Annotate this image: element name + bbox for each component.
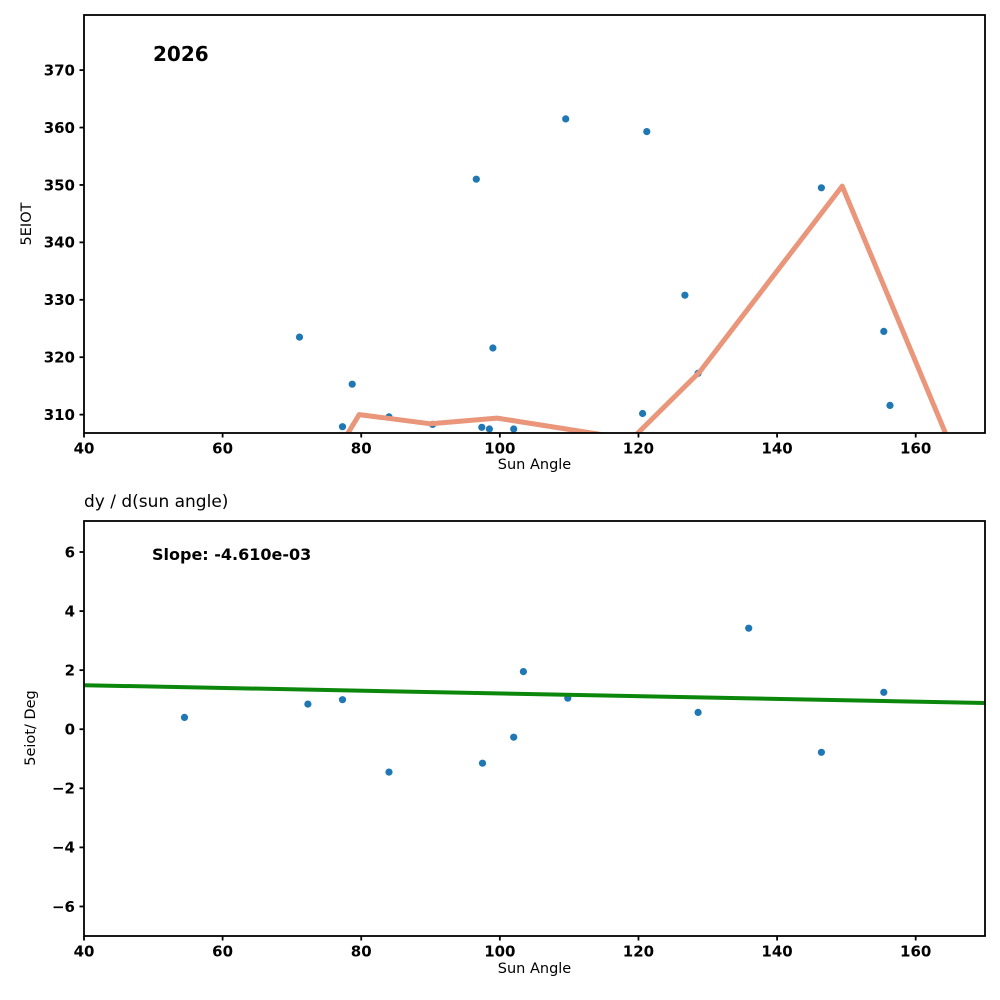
derivative-scatter-point xyxy=(694,708,702,717)
y-tick-label: 0 xyxy=(65,721,75,739)
slope-annotation: Slope: -4.610e-03 xyxy=(152,545,312,564)
y-tick-label: 350 xyxy=(44,176,75,194)
y-tick-label: −2 xyxy=(52,780,75,798)
y-tick-label: 360 xyxy=(44,119,75,137)
5eiot-scatter-point xyxy=(643,128,651,136)
y-tick-label: 320 xyxy=(44,349,75,367)
5eiot-scatter-point xyxy=(562,115,570,123)
5eiot-scatter-point xyxy=(338,423,347,431)
top-plot-xlabel: Sun Angle xyxy=(497,457,572,473)
x-tick-label: 60 xyxy=(212,440,233,458)
5eiot-scatter-point xyxy=(510,425,518,433)
derivative-scatter-point xyxy=(478,759,487,767)
x-tick-label: 40 xyxy=(74,943,95,961)
5eiot-scatter-point xyxy=(295,333,304,341)
5eiot-scatter-point xyxy=(489,344,497,352)
top-plot-ylabel: 5EIOT xyxy=(18,202,35,246)
5eiot-scatter-point xyxy=(348,380,356,388)
x-tick-label: 160 xyxy=(900,943,931,961)
x-tick-label: 80 xyxy=(351,440,372,458)
derivative-scatter-point xyxy=(304,700,312,708)
5eiot-scatter-point xyxy=(639,409,647,418)
5eiot-scatter-point xyxy=(485,425,493,433)
plot-border xyxy=(83,520,986,937)
5eiot-scatter-point xyxy=(880,327,888,335)
y-tick-label: 4 xyxy=(65,602,75,620)
x-tick-label: 60 xyxy=(212,943,233,961)
5eiot-scatter-point xyxy=(817,184,826,192)
linear-trend-line xyxy=(84,683,985,705)
y-tick-label: 340 xyxy=(44,234,75,252)
derivative-scatter-points xyxy=(180,624,888,776)
y-tick-label: 2 xyxy=(65,661,75,679)
y-tick-label: 330 xyxy=(44,291,75,309)
y-tick-label: −6 xyxy=(52,898,75,916)
x-tick-label: 140 xyxy=(761,943,792,961)
5eiot-scatter-point xyxy=(681,291,689,299)
x-tick-label: 120 xyxy=(623,440,654,458)
x-tick-label: 100 xyxy=(484,943,515,961)
derivative-scatter-point xyxy=(510,733,518,741)
derivative-scatter-point xyxy=(338,696,347,704)
bottom-plot-xlabel: Sun Angle xyxy=(497,961,572,977)
x-tick-label: 120 xyxy=(623,943,654,961)
top-plot-year-annotation: 2026 xyxy=(153,42,209,66)
y-tick-label: 310 xyxy=(44,406,75,424)
x-tick-label: 160 xyxy=(900,440,931,458)
bottom-plot-ylabel: 5eiot/ Deg xyxy=(22,690,39,766)
5eiot-scatter-point xyxy=(472,175,480,183)
y-tick-label: 370 xyxy=(44,61,75,79)
y-tick-label: −4 xyxy=(52,839,75,857)
plot-border xyxy=(83,14,986,434)
y-tick-label: 6 xyxy=(65,543,75,561)
x-tick-label: 40 xyxy=(74,440,95,458)
5eiot-scatter-point xyxy=(478,423,486,431)
derivative-scatter-point xyxy=(180,713,189,722)
derivative-scatter-point xyxy=(745,624,753,632)
derivative-scatter-point xyxy=(385,768,393,776)
x-tick-label: 80 xyxy=(351,943,372,961)
5eiot-scatter-point xyxy=(886,401,894,409)
derivative-scatter-point xyxy=(519,668,528,676)
x-tick-label: 100 xyxy=(484,440,515,458)
derivative-scatter-point xyxy=(817,748,826,756)
derivative-scatter-point xyxy=(880,688,888,696)
bottom-plot-title: dy / d(sun angle) xyxy=(84,492,229,512)
smoothed-fit-line xyxy=(345,183,949,433)
x-tick-label: 140 xyxy=(761,440,792,458)
